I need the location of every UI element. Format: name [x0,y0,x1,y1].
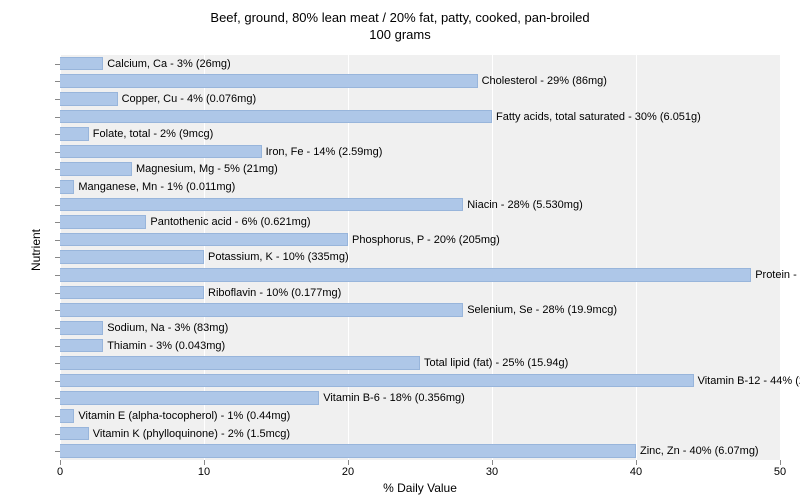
nutrient-label: Zinc, Zn - 40% (6.07mg) [640,443,759,459]
nutrient-bar [60,303,463,317]
x-tick [492,460,493,465]
nutrient-label: Magnesium, Mg - 5% (21mg) [136,161,278,177]
nutrient-bar [60,250,204,264]
nutrient-bar [60,198,463,212]
x-tick [636,460,637,465]
title-line-1: Beef, ground, 80% lean meat / 20% fat, p… [0,10,800,27]
nutrient-label: Iron, Fe - 14% (2.59mg) [266,144,383,160]
nutrient-label: Vitamin E (alpha-tocopherol) - 1% (0.44m… [78,408,290,424]
x-tick-label: 50 [774,466,786,478]
nutrient-label: Fatty acids, total saturated - 30% (6.05… [496,109,701,125]
nutrient-bar [60,127,89,141]
bar-row: Calcium, Ca - 3% (26mg) [60,55,780,73]
bar-row: Fatty acids, total saturated - 30% (6.05… [60,108,780,126]
nutrient-label: Thiamin - 3% (0.043mg) [107,338,225,354]
bar-row: Sodium, Na - 3% (83mg) [60,319,780,337]
nutrient-bar [60,145,262,159]
nutrient-label: Phosphorus, P - 20% (205mg) [352,232,500,248]
x-tick [780,460,781,465]
bar-row: Vitamin B-6 - 18% (0.356mg) [60,390,780,408]
nutrient-bar [60,233,348,247]
y-axis-label: Nutrient [29,229,43,271]
x-tick [204,460,205,465]
nutrient-label: Riboflavin - 10% (0.177mg) [208,285,341,301]
nutrient-bar [60,110,492,124]
nutrient-bar [60,409,74,423]
bar-row: Niacin - 28% (5.530mg) [60,196,780,214]
bar-row: Pantothenic acid - 6% (0.621mg) [60,213,780,231]
nutrient-bar [60,180,74,194]
nutrient-label: Total lipid (fat) - 25% (15.94g) [424,355,568,371]
nutrient-label: Vitamin B-6 - 18% (0.356mg) [323,390,465,406]
bar-row: Cholesterol - 29% (86mg) [60,73,780,91]
bar-row: Phosphorus, P - 20% (205mg) [60,231,780,249]
nutrient-label: Vitamin K (phylloquinone) - 2% (1.5mcg) [93,426,290,442]
nutrient-label: Pantothenic acid - 6% (0.621mg) [150,214,310,230]
chart-title: Beef, ground, 80% lean meat / 20% fat, p… [0,0,800,44]
nutrient-label: Copper, Cu - 4% (0.076mg) [122,91,257,107]
nutrient-bar [60,268,751,282]
nutrient-bar [60,356,420,370]
bar-row: Potassium, K - 10% (335mg) [60,249,780,267]
nutrient-bar [60,215,146,229]
bar-row: Zinc, Zn - 40% (6.07mg) [60,442,780,460]
nutrient-label: Manganese, Mn - 1% (0.011mg) [78,179,235,195]
bar-row: Magnesium, Mg - 5% (21mg) [60,161,780,179]
nutrient-label: Sodium, Na - 3% (83mg) [107,320,228,336]
title-line-2: 100 grams [0,27,800,44]
bar-row: Folate, total - 2% (9mcg) [60,125,780,143]
nutrient-label: Cholesterol - 29% (86mg) [482,73,607,89]
nutrient-label: Protein - 48% (24.04g) [755,267,800,283]
bar-row: Riboflavin - 10% (0.177mg) [60,284,780,302]
x-tick-label: 20 [342,466,354,478]
nutrient-label: Potassium, K - 10% (335mg) [208,249,349,265]
nutrient-label: Folate, total - 2% (9mcg) [93,126,213,142]
gridline [780,55,781,460]
nutrient-bar [60,427,89,441]
nutrient-bar [60,374,694,388]
x-tick [60,460,61,465]
bar-row: Vitamin E (alpha-tocopherol) - 1% (0.44m… [60,407,780,425]
nutrient-bar [60,57,103,71]
chart-container: 01020304050Calcium, Ca - 3% (26mg)Choles… [60,55,780,460]
nutrient-bar [60,74,478,88]
bar-row: Thiamin - 3% (0.043mg) [60,337,780,355]
x-tick-label: 30 [486,466,498,478]
x-tick-label: 10 [198,466,210,478]
bar-row: Selenium, Se - 28% (19.9mcg) [60,302,780,320]
x-axis-label: % Daily Value [383,481,457,495]
bar-row: Protein - 48% (24.04g) [60,266,780,284]
nutrient-bar [60,444,636,458]
nutrient-bar [60,162,132,176]
bar-row: Manganese, Mn - 1% (0.011mg) [60,178,780,196]
bar-row: Total lipid (fat) - 25% (15.94g) [60,354,780,372]
nutrient-label: Vitamin B-12 - 44% (2.66mcg) [698,373,800,389]
x-tick [348,460,349,465]
nutrient-bar [60,92,118,106]
nutrient-label: Selenium, Se - 28% (19.9mcg) [467,302,617,318]
bar-row: Vitamin K (phylloquinone) - 2% (1.5mcg) [60,425,780,443]
bar-row: Iron, Fe - 14% (2.59mg) [60,143,780,161]
x-tick-label: 40 [630,466,642,478]
nutrient-label: Niacin - 28% (5.530mg) [467,197,583,213]
nutrient-bar [60,321,103,335]
nutrient-bar [60,286,204,300]
x-tick-label: 0 [57,466,63,478]
bar-row: Vitamin B-12 - 44% (2.66mcg) [60,372,780,390]
nutrient-bar [60,339,103,353]
bar-row: Copper, Cu - 4% (0.076mg) [60,90,780,108]
nutrient-bar [60,391,319,405]
plot-area: 01020304050Calcium, Ca - 3% (26mg)Choles… [60,55,780,460]
nutrient-label: Calcium, Ca - 3% (26mg) [107,56,230,72]
